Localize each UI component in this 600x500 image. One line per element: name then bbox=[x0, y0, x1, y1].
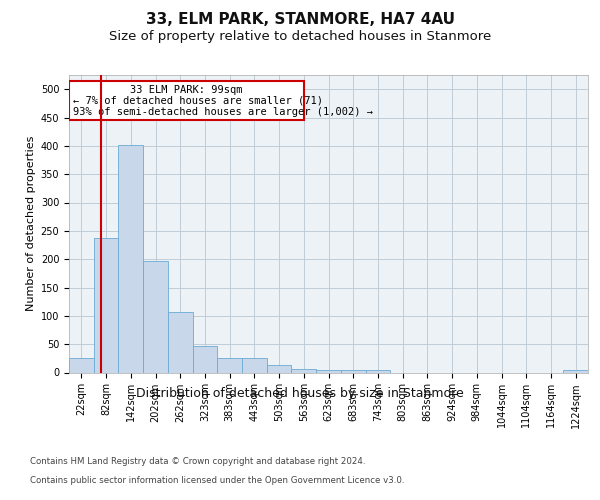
Text: 33 ELM PARK: 99sqm: 33 ELM PARK: 99sqm bbox=[130, 85, 242, 95]
Text: Contains HM Land Registry data © Crown copyright and database right 2024.: Contains HM Land Registry data © Crown c… bbox=[30, 458, 365, 466]
Text: Size of property relative to detached houses in Stanmore: Size of property relative to detached ho… bbox=[109, 30, 491, 43]
Bar bbox=[217, 358, 242, 372]
Bar bbox=[69, 80, 304, 120]
Bar bbox=[365, 370, 390, 372]
Bar bbox=[94, 238, 118, 372]
Bar bbox=[563, 370, 588, 372]
Bar bbox=[242, 358, 267, 372]
Bar bbox=[168, 312, 193, 372]
Text: Contains public sector information licensed under the Open Government Licence v3: Contains public sector information licen… bbox=[30, 476, 404, 485]
Bar bbox=[143, 261, 168, 372]
Text: Distribution of detached houses by size in Stanmore: Distribution of detached houses by size … bbox=[136, 388, 464, 400]
Bar bbox=[267, 365, 292, 372]
Text: ← 7% of detached houses are smaller (71): ← 7% of detached houses are smaller (71) bbox=[73, 96, 323, 106]
Bar bbox=[292, 368, 316, 372]
Bar bbox=[118, 144, 143, 372]
Bar bbox=[341, 370, 365, 372]
Bar bbox=[193, 346, 217, 372]
Bar bbox=[316, 370, 341, 372]
Text: 93% of semi-detached houses are larger (1,002) →: 93% of semi-detached houses are larger (… bbox=[73, 108, 373, 118]
Text: 33, ELM PARK, STANMORE, HA7 4AU: 33, ELM PARK, STANMORE, HA7 4AU bbox=[146, 12, 455, 28]
Bar bbox=[69, 358, 94, 372]
Y-axis label: Number of detached properties: Number of detached properties bbox=[26, 136, 37, 312]
